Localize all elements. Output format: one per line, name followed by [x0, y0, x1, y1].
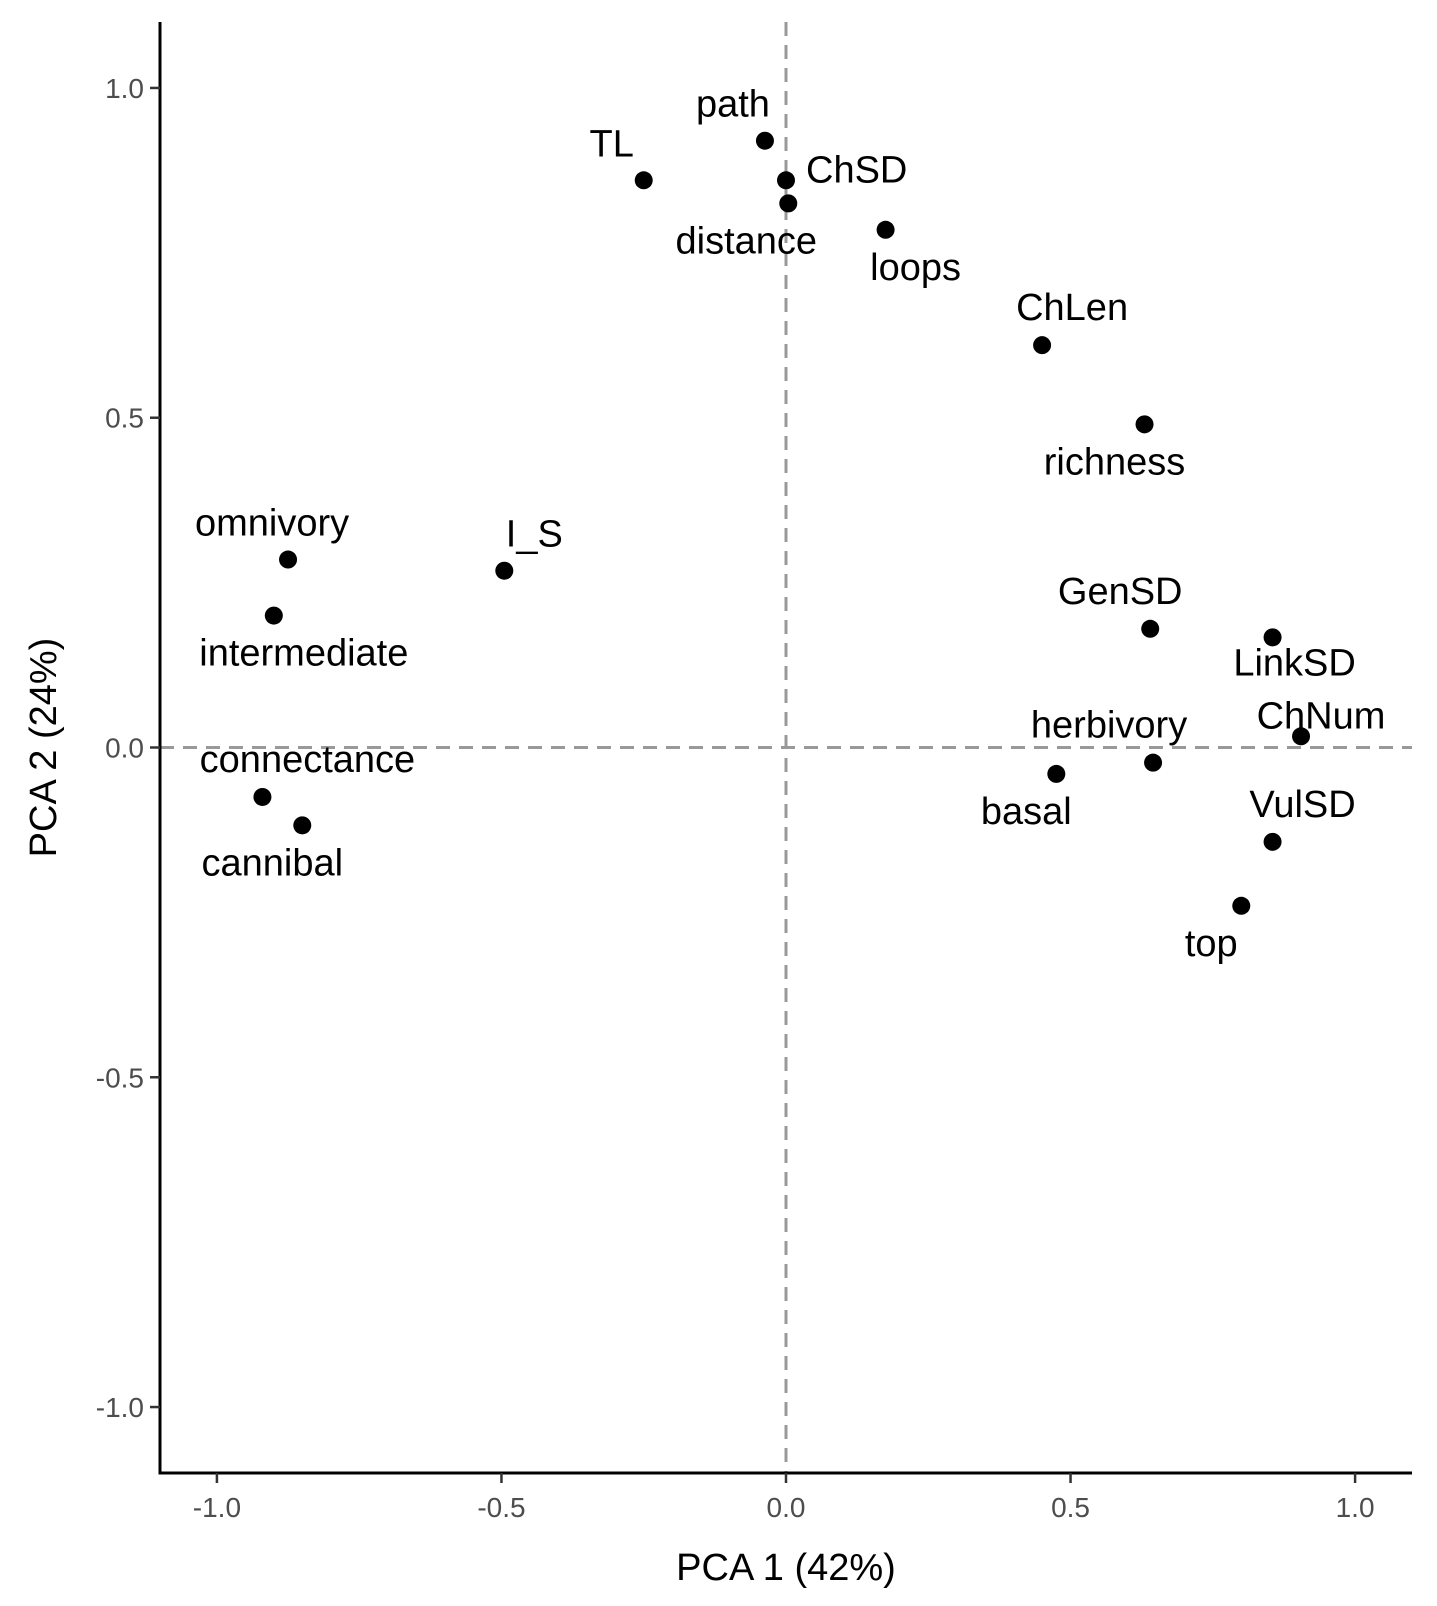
- data-point: [779, 194, 798, 213]
- x-tick-label: -0.5: [477, 1492, 525, 1523]
- point-label: omnivory: [195, 503, 349, 545]
- point-label: path: [696, 84, 770, 126]
- point-label: connectance: [200, 739, 416, 781]
- point-label: ChSD: [806, 149, 907, 191]
- x-tick-label: 1.0: [1336, 1492, 1375, 1523]
- data-point: [1141, 619, 1160, 638]
- data-point: [1292, 727, 1311, 746]
- point-label: ChNum: [1257, 695, 1386, 737]
- y-tick-label: 0.5: [105, 403, 144, 434]
- data-point: [634, 171, 653, 190]
- point-label: richness: [1044, 441, 1186, 483]
- data-point: [264, 606, 283, 625]
- point-label: TL: [590, 123, 634, 165]
- data-point: [1232, 896, 1251, 915]
- point-label: ChLen: [1016, 287, 1128, 329]
- y-tick-label: -0.5: [96, 1062, 144, 1093]
- point-label: distance: [676, 220, 818, 262]
- x-tick-label: 0.5: [1051, 1492, 1090, 1523]
- x-tick-label: -1.0: [193, 1492, 241, 1523]
- y-tick-label: -1.0: [96, 1392, 144, 1423]
- data-point: [1144, 753, 1163, 772]
- data-point: [1047, 764, 1066, 783]
- point-label: loops: [870, 247, 961, 289]
- point-label: cannibal: [201, 842, 343, 884]
- point-label: basal: [981, 791, 1072, 833]
- data-point: [279, 550, 298, 569]
- point-label: GenSD: [1058, 571, 1183, 613]
- x-axis-title: PCA 1 (42%): [676, 1547, 896, 1589]
- data-point: [1263, 628, 1282, 647]
- y-tick-label: 1.0: [105, 73, 144, 104]
- point-label: intermediate: [199, 633, 408, 675]
- x-tick-label: 0.0: [767, 1492, 806, 1523]
- y-axis-title: PCA 2 (24%): [23, 638, 65, 858]
- data-point: [777, 171, 795, 190]
- data-point: [755, 131, 774, 150]
- point-label: herbivory: [1031, 705, 1187, 747]
- data-point: [293, 816, 312, 835]
- data-point: [253, 787, 272, 806]
- data-point: [1033, 336, 1052, 355]
- point-label: LinkSD: [1233, 642, 1356, 684]
- point-labels: path TL ChSD distance loops ChLen richness omni…: [195, 84, 1385, 965]
- tick-marks: -1.0 -0.5 0.0 0.5 1.0 -1.0 -0.5 0.0 0.5 1.0: [96, 73, 1375, 1523]
- point-label: top: [1185, 923, 1238, 965]
- point-label: I_S: [506, 514, 563, 556]
- data-point: [1135, 415, 1154, 434]
- data-points: [253, 131, 1311, 915]
- y-tick-label: 0.0: [105, 733, 144, 764]
- data-point: [876, 220, 895, 239]
- data-point: [495, 561, 514, 580]
- data-point: [1263, 832, 1282, 851]
- point-label: VulSD: [1249, 784, 1355, 826]
- reference-lines: [160, 22, 1412, 1473]
